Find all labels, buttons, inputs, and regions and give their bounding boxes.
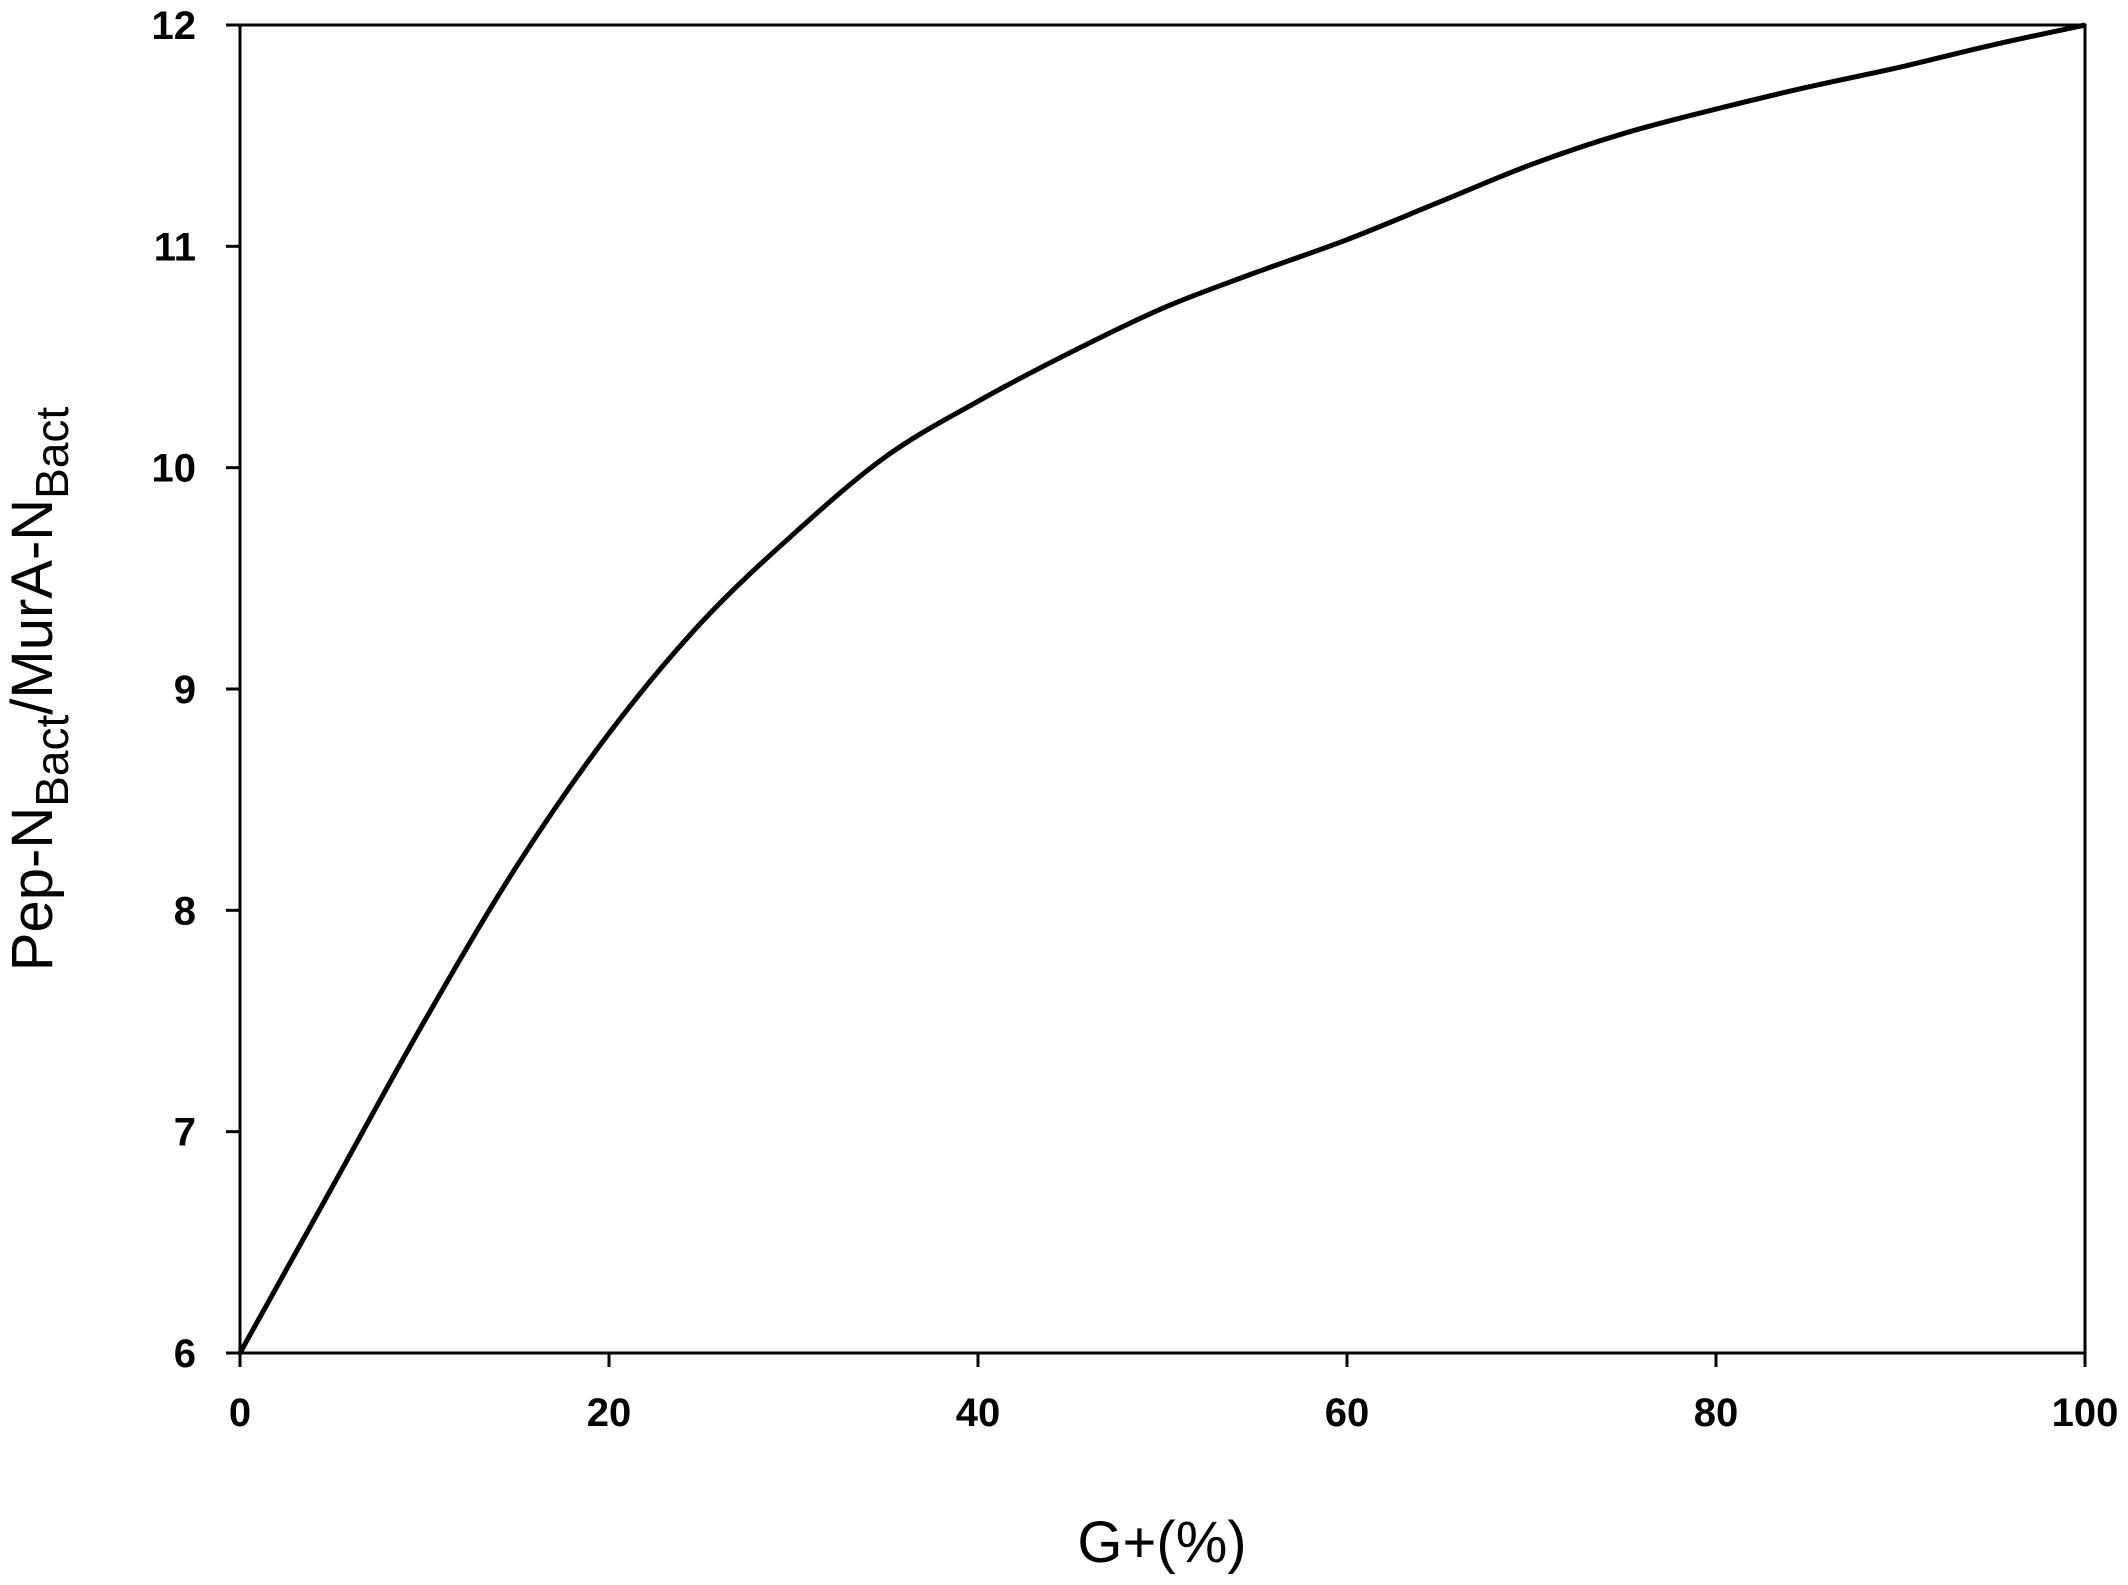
y-tick-label: 9 <box>174 668 196 712</box>
y-tick-label: 10 <box>152 447 197 491</box>
x-tick-label: 100 <box>2052 1391 2119 1435</box>
y-tick-label: 12 <box>152 4 197 48</box>
y-label-part-1: Pep-N <box>0 807 65 971</box>
y-axis-label: Pep-NBact/MurA-NBact <box>0 407 78 972</box>
series-line <box>237 22 2086 1355</box>
y-tick-label: 7 <box>174 1111 196 1155</box>
y-label-subscript-1: Bact <box>26 715 78 807</box>
y-tick-label: 6 <box>174 1332 196 1376</box>
x-axis-ticks: 0 20 40 60 80 100 <box>229 1353 2119 1435</box>
x-tick-label: 40 <box>956 1391 1001 1435</box>
y-tick-label: 8 <box>174 889 196 933</box>
x-axis-label: G+(%) <box>1077 1510 1246 1575</box>
plot-frame <box>238 23 2087 1355</box>
y-label-part-2: /MurA-N <box>0 499 65 715</box>
x-tick-label: 0 <box>229 1391 251 1435</box>
y-tick-label: 11 <box>154 225 196 269</box>
x-tick-label: 80 <box>1694 1391 1739 1435</box>
x-tick-label: 60 <box>1325 1391 1370 1435</box>
x-tick-label: 20 <box>587 1391 632 1435</box>
y-axis-ticks: 6 7 8 9 10 11 12 <box>152 4 240 1376</box>
y-label-subscript-2: Bact <box>26 407 78 499</box>
